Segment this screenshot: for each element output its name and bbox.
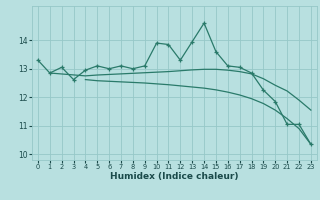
X-axis label: Humidex (Indice chaleur): Humidex (Indice chaleur): [110, 172, 239, 181]
